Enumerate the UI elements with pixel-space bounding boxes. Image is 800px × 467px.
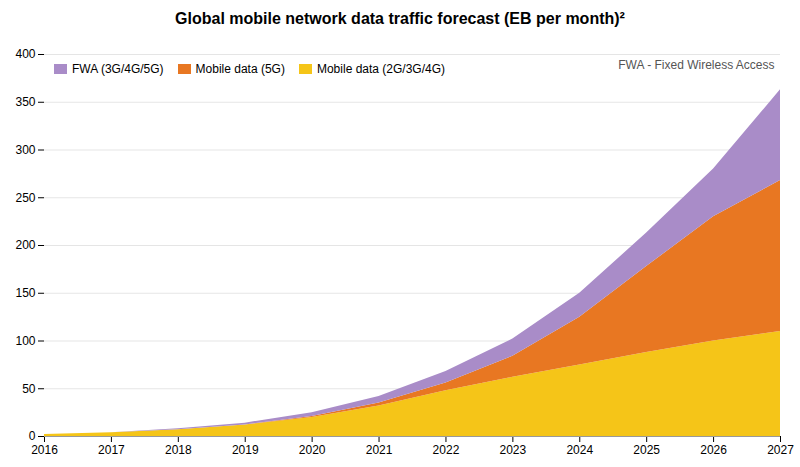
svg-text:2023: 2023 (500, 443, 527, 457)
svg-text:300: 300 (15, 143, 35, 157)
svg-text:0: 0 (29, 429, 36, 443)
svg-text:50: 50 (22, 382, 36, 396)
svg-text:2021: 2021 (366, 443, 393, 457)
svg-text:2022: 2022 (433, 443, 460, 457)
svg-text:2019: 2019 (232, 443, 259, 457)
svg-text:2027: 2027 (767, 443, 794, 457)
html-text:FWA (3G/4G/5G): FWA (3G/4G/5G) (72, 62, 164, 76)
svg-text:2020: 2020 (299, 443, 326, 457)
svg-text:250: 250 (15, 191, 35, 205)
svg-text:2024: 2024 (566, 443, 593, 457)
svg-text:FWA - Fixed Wireless Access: FWA - Fixed Wireless Access (618, 58, 774, 72)
svg-text:150: 150 (15, 286, 35, 300)
svg-text:2026: 2026 (700, 443, 727, 457)
svg-text:2016: 2016 (31, 443, 58, 457)
html-text:Mobile data (2G/3G/4G): Mobile data (2G/3G/4G) (317, 62, 445, 76)
html-text:Mobile data (5G): Mobile data (5G) (195, 62, 285, 76)
svg-text:2018: 2018 (165, 443, 192, 457)
html-text:Global mobile network data tra: Global mobile network data traffic forec… (175, 10, 625, 27)
svg-text:200: 200 (15, 238, 35, 252)
svg-text:100: 100 (15, 334, 35, 348)
svg-text:350: 350 (15, 95, 35, 109)
svg-text:400: 400 (15, 47, 35, 61)
svg-text:2025: 2025 (633, 443, 660, 457)
svg-text:2017: 2017 (98, 443, 125, 457)
